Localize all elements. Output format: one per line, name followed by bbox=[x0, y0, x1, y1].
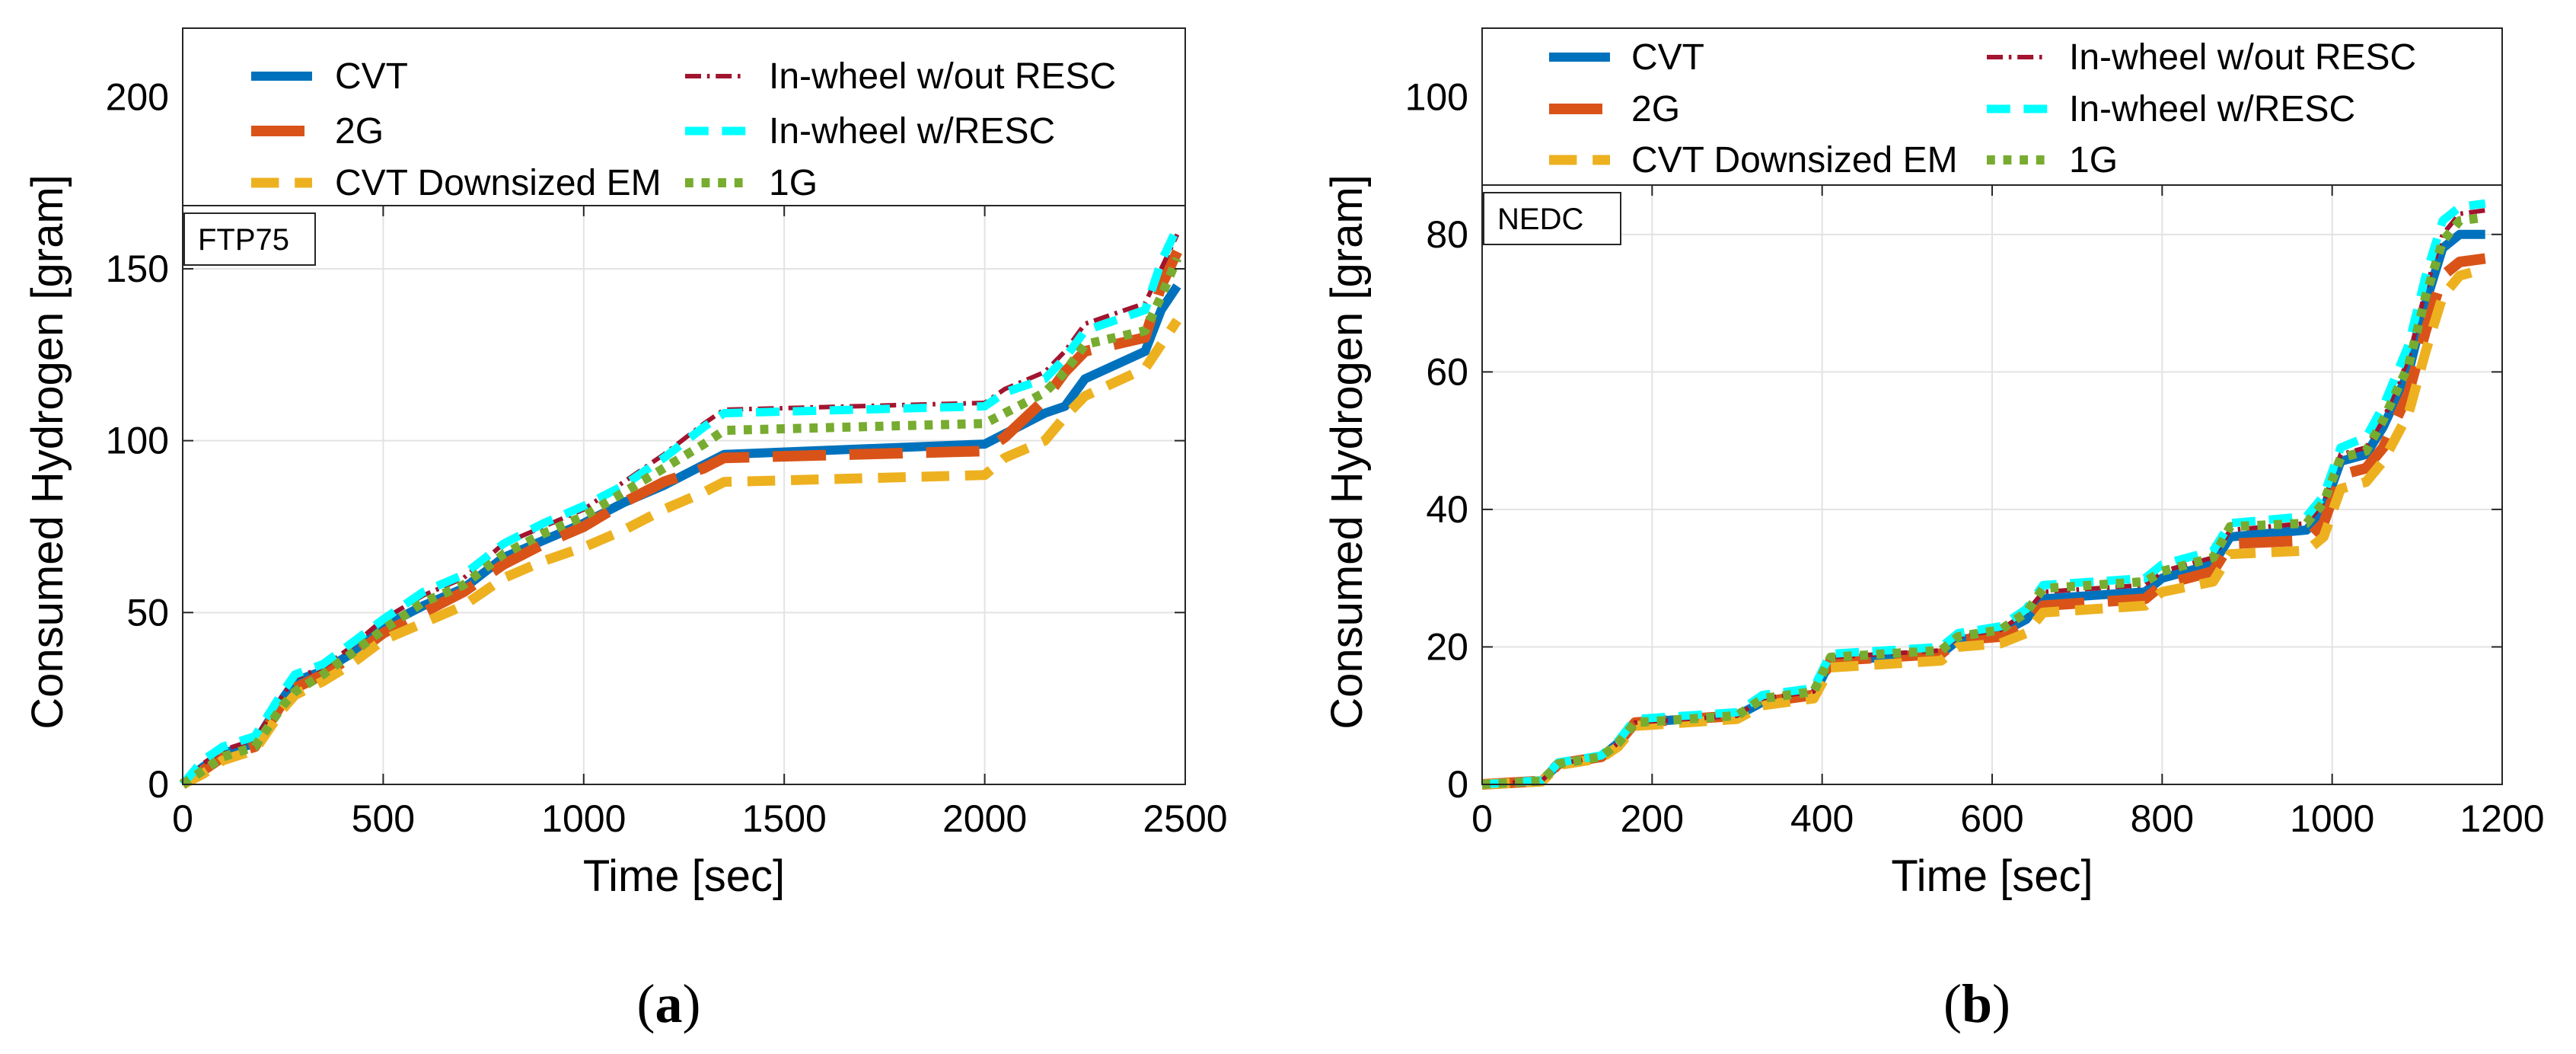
cycle-tag-label: NEDC bbox=[1497, 203, 1583, 236]
x-tick-label: 800 bbox=[2131, 797, 2194, 840]
y-tick-label: 100 bbox=[106, 420, 169, 462]
y-tick-label: 0 bbox=[1447, 763, 1468, 806]
y-tick-label: 150 bbox=[106, 248, 169, 290]
ticks: 0 200 400 600 800 1000 1200 0 20 40 60 80 100 bbox=[1405, 75, 2545, 840]
x-axis-label: Time [sec] bbox=[1891, 851, 2093, 901]
x-tick-label: 2000 bbox=[942, 797, 1027, 840]
y-tick-label: 80 bbox=[1426, 213, 1468, 256]
chart-panel-b: CVT 2G CVT Downsized EM In-wheel w/out RESC… bbox=[1322, 27, 2545, 1034]
x-tick-label: 1000 bbox=[2290, 797, 2374, 840]
y-tick-label: 200 bbox=[106, 75, 169, 118]
y-tick-label: 20 bbox=[1426, 625, 1468, 668]
cycle-tag: FTP75 bbox=[183, 212, 316, 266]
x-tick-label: 2500 bbox=[1143, 797, 1227, 840]
series-line-1g bbox=[180, 257, 1182, 788]
chart-panel-a: CVT 2G CVT Downsized EM In-wheel w/out RESC… bbox=[23, 27, 1228, 1034]
x-tick-label: 0 bbox=[1471, 797, 1493, 840]
legend-label: 2G bbox=[1631, 89, 1680, 129]
legend-label: 1G bbox=[769, 163, 818, 203]
y-tick-label: 50 bbox=[126, 591, 169, 634]
series-line-in-wheel-w-out-resc bbox=[180, 233, 1180, 787]
legend-label: 2G bbox=[335, 111, 384, 152]
series-line-1g bbox=[1481, 212, 2486, 789]
series-group bbox=[179, 225, 1182, 789]
x-tick-label: 0 bbox=[172, 797, 193, 840]
series-group bbox=[1481, 199, 2487, 790]
panel-caption: (a) bbox=[637, 973, 701, 1034]
legend-label: CVT Downsized EM bbox=[335, 163, 662, 203]
x-tick-label: 400 bbox=[1790, 797, 1854, 840]
legend-label: CVT bbox=[1631, 37, 1704, 78]
legend-label: 1G bbox=[2069, 140, 2118, 180]
cycle-tag: NEDC bbox=[1483, 192, 1621, 245]
x-tick-label: 500 bbox=[352, 797, 415, 840]
y-tick-label: 100 bbox=[1405, 75, 1468, 118]
y-tick-label: 0 bbox=[148, 763, 169, 806]
panel-caption: (b) bbox=[1943, 973, 2010, 1034]
x-tick-label: 600 bbox=[1960, 797, 2023, 840]
cycle-tag-label: FTP75 bbox=[198, 223, 289, 257]
legend-label: In-wheel w/out RESC bbox=[2069, 37, 2416, 78]
x-tick-label: 200 bbox=[1621, 797, 1684, 840]
axes-frame bbox=[182, 27, 1186, 785]
x-tick-label: 1500 bbox=[742, 797, 827, 840]
series-line-cvt-downsized-em bbox=[1481, 264, 2487, 790]
legend-box bbox=[182, 27, 1186, 206]
legend-label: In-wheel w/RESC bbox=[2069, 89, 2355, 129]
y-tick-label: 40 bbox=[1426, 488, 1468, 531]
y-tick-label: 60 bbox=[1426, 350, 1468, 393]
cycle-tag-box bbox=[183, 212, 316, 266]
y-axis-label: Consumed Hydrogen [gram] bbox=[1322, 174, 1372, 730]
x-tick-label: 1000 bbox=[541, 797, 626, 840]
legend: CVT 2G CVT Downsized EM In-wheel w/out RESC… bbox=[182, 27, 1186, 206]
y-axis-label: Consumed Hydrogen [gram] bbox=[23, 174, 72, 730]
cycle-tag-box bbox=[1483, 192, 1621, 245]
legend-label: CVT Downsized EM bbox=[1631, 140, 1958, 180]
ticks: 0 500 1000 1500 2000 2500 0 50 100 150 200 bbox=[106, 75, 1228, 840]
legend-label: In-wheel w/out RESC bbox=[769, 56, 1116, 97]
x-tick-label: 1200 bbox=[2460, 797, 2544, 840]
x-axis-label: Time [sec] bbox=[583, 851, 785, 901]
legend-label: In-wheel w/RESC bbox=[769, 111, 1055, 152]
legend-label: CVT bbox=[335, 56, 408, 97]
legend: CVT 2G CVT Downsized EM In-wheel w/out RESC… bbox=[1481, 27, 2503, 186]
